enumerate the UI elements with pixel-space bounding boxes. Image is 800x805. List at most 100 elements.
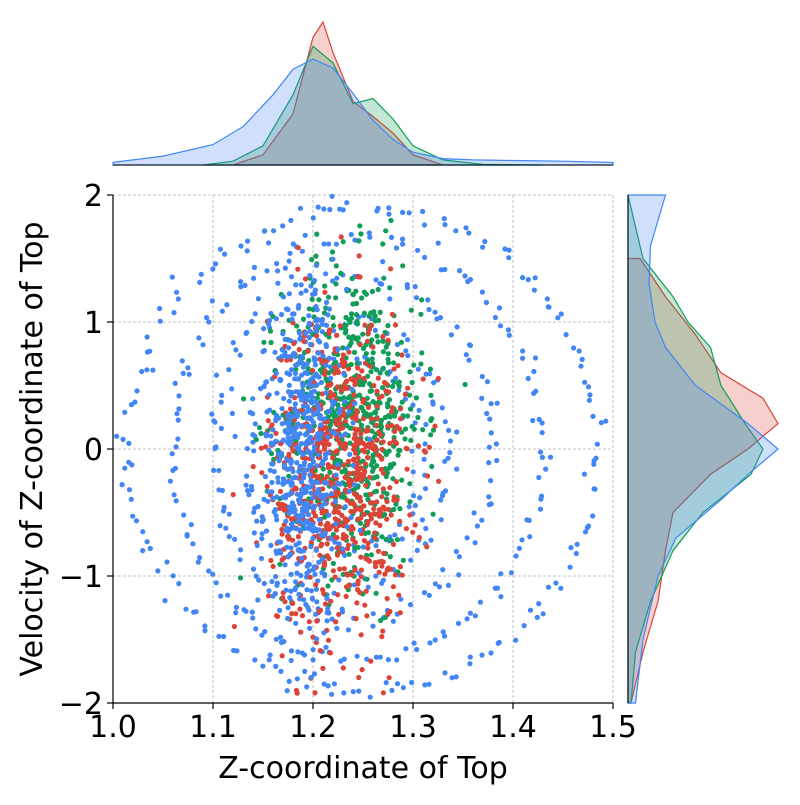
scatter-point <box>335 461 341 468</box>
scatter-point <box>368 322 375 328</box>
scatter-point <box>313 586 319 592</box>
scatter-point <box>268 557 274 564</box>
scatter-point <box>390 476 396 482</box>
scatter-point <box>298 282 304 288</box>
scatter-point <box>553 580 559 586</box>
scatter-point <box>311 509 317 515</box>
scatter-point <box>356 570 362 576</box>
scatter-point <box>502 246 508 252</box>
scatter-point <box>286 451 292 457</box>
scatter-point <box>255 503 261 510</box>
scatter-point <box>202 623 208 629</box>
scatter-point <box>243 482 249 488</box>
scatter-point <box>346 551 352 557</box>
scatter-point <box>286 345 292 351</box>
scatter-point <box>294 362 300 368</box>
scatter-point <box>211 467 217 473</box>
scatter-point <box>288 406 294 412</box>
scatter-point <box>260 663 266 669</box>
scatter-point <box>302 276 309 282</box>
scatter-point <box>202 628 208 634</box>
scatter-point <box>348 340 354 346</box>
scatter-point <box>277 505 283 511</box>
scatter-point <box>300 490 307 496</box>
scatter-point <box>259 632 265 638</box>
scatter-point <box>280 331 286 337</box>
scatter-point <box>314 599 320 605</box>
scatter-point <box>309 400 315 406</box>
scatter-point <box>348 508 354 515</box>
scatter-point <box>342 398 348 405</box>
scatter-point <box>268 339 274 346</box>
scatter-point <box>357 223 363 229</box>
scatter-point <box>233 610 239 616</box>
scatter-point <box>294 676 300 682</box>
scatter-point <box>316 452 322 458</box>
scatter-point <box>290 600 296 607</box>
scatter-point <box>361 289 367 295</box>
scatter-point <box>536 416 542 423</box>
scatter-point <box>344 200 350 206</box>
scatter-point <box>351 349 358 355</box>
scatter-point <box>262 629 268 635</box>
scatter-point <box>286 389 292 395</box>
scatter-point <box>356 253 362 259</box>
scatter-point <box>353 427 359 433</box>
scatter-point <box>376 399 382 405</box>
scatter-point <box>274 580 280 586</box>
scatter-point <box>308 588 314 594</box>
scatter-point <box>245 238 251 244</box>
scatter-point <box>467 654 473 660</box>
scatter-point <box>342 330 348 336</box>
scatter-point <box>446 427 452 433</box>
scatter-point <box>368 552 374 558</box>
scatter-point <box>275 280 281 286</box>
scatter-point <box>365 404 371 410</box>
scatter-point <box>383 228 389 234</box>
scatter-point <box>361 376 367 382</box>
scatter-point <box>222 251 228 257</box>
scatter-point <box>358 431 364 437</box>
scatter-point <box>558 585 564 591</box>
scatter-point <box>358 632 364 638</box>
scatter-point <box>297 463 303 469</box>
scatter-point <box>421 456 427 462</box>
scatter-point <box>563 332 569 338</box>
scatter-point <box>393 501 399 507</box>
scatter-point <box>426 681 432 687</box>
scatter-point <box>352 431 358 437</box>
scatter-point <box>172 380 178 386</box>
scatter-point <box>317 521 323 527</box>
scatter-point <box>277 561 283 567</box>
scatter-point <box>268 451 275 457</box>
scatter-point <box>253 626 259 632</box>
scatter-point <box>334 275 340 281</box>
scatter-point <box>351 446 357 452</box>
scatter-point <box>389 687 395 694</box>
scatter-point <box>274 439 280 445</box>
scatter-point <box>482 238 488 245</box>
scatter-point <box>263 444 269 450</box>
scatter-point <box>231 647 237 654</box>
scatter-point <box>213 580 219 586</box>
scatter-point <box>356 373 362 379</box>
scatter-point <box>264 268 270 274</box>
scatter-point <box>211 418 217 424</box>
scatter-point <box>285 554 291 560</box>
scatter-point <box>288 217 294 223</box>
scatter-points <box>114 193 609 700</box>
scatter-point <box>412 284 418 290</box>
scatter-point <box>197 555 203 561</box>
scatter-point <box>337 323 343 329</box>
scatter-point <box>415 247 421 253</box>
scatter-point <box>288 571 294 578</box>
scatter-point <box>263 379 269 385</box>
scatter-point <box>585 523 592 529</box>
scatter-point <box>297 606 303 612</box>
scatter-point <box>293 579 299 585</box>
scatter-point <box>379 446 385 452</box>
scatter-point <box>399 352 405 358</box>
scatter-point <box>140 548 146 554</box>
scatter-point <box>342 467 348 473</box>
scatter-point <box>270 427 276 433</box>
